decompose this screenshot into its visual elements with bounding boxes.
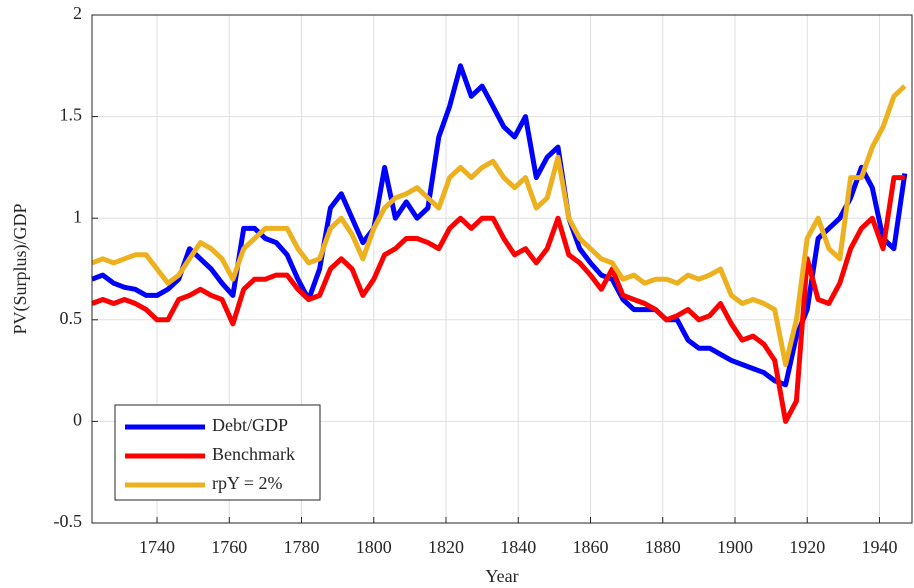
series-line xyxy=(91,63,908,388)
legend-label: Benchmark xyxy=(212,444,295,464)
x-tick-label: 1880 xyxy=(645,537,681,557)
legend-label: rpY = 2% xyxy=(212,473,282,493)
x-tick-label: 1820 xyxy=(428,537,464,557)
legend-label: Debt/GDP xyxy=(212,415,288,435)
x-axis-label: Year xyxy=(485,566,518,586)
y-tick-label: 1.5 xyxy=(60,105,83,125)
x-tick-label: 1760 xyxy=(211,537,247,557)
y-axis-label: PV(Surplus)/GDP xyxy=(10,203,31,334)
y-tick-label: -0.5 xyxy=(54,511,83,531)
x-tick-label: 1900 xyxy=(717,537,753,557)
x-tick-label: 1840 xyxy=(500,537,536,557)
y-tick-label: 0 xyxy=(73,410,82,430)
x-tick-label: 1940 xyxy=(861,537,897,557)
y-tick-label: 1 xyxy=(73,206,82,226)
plot-frame xyxy=(91,14,913,524)
series-line xyxy=(91,84,907,367)
y-tick-label: 2 xyxy=(73,3,82,23)
x-tick-label: 1740 xyxy=(139,537,175,557)
x-tick-label: 1800 xyxy=(356,537,392,557)
x-tick-label: 1780 xyxy=(284,537,320,557)
x-tick-label: 1920 xyxy=(789,537,825,557)
x-tick-label: 1860 xyxy=(573,537,609,557)
series-line xyxy=(91,175,905,424)
y-tick-label: 0.5 xyxy=(60,308,83,328)
